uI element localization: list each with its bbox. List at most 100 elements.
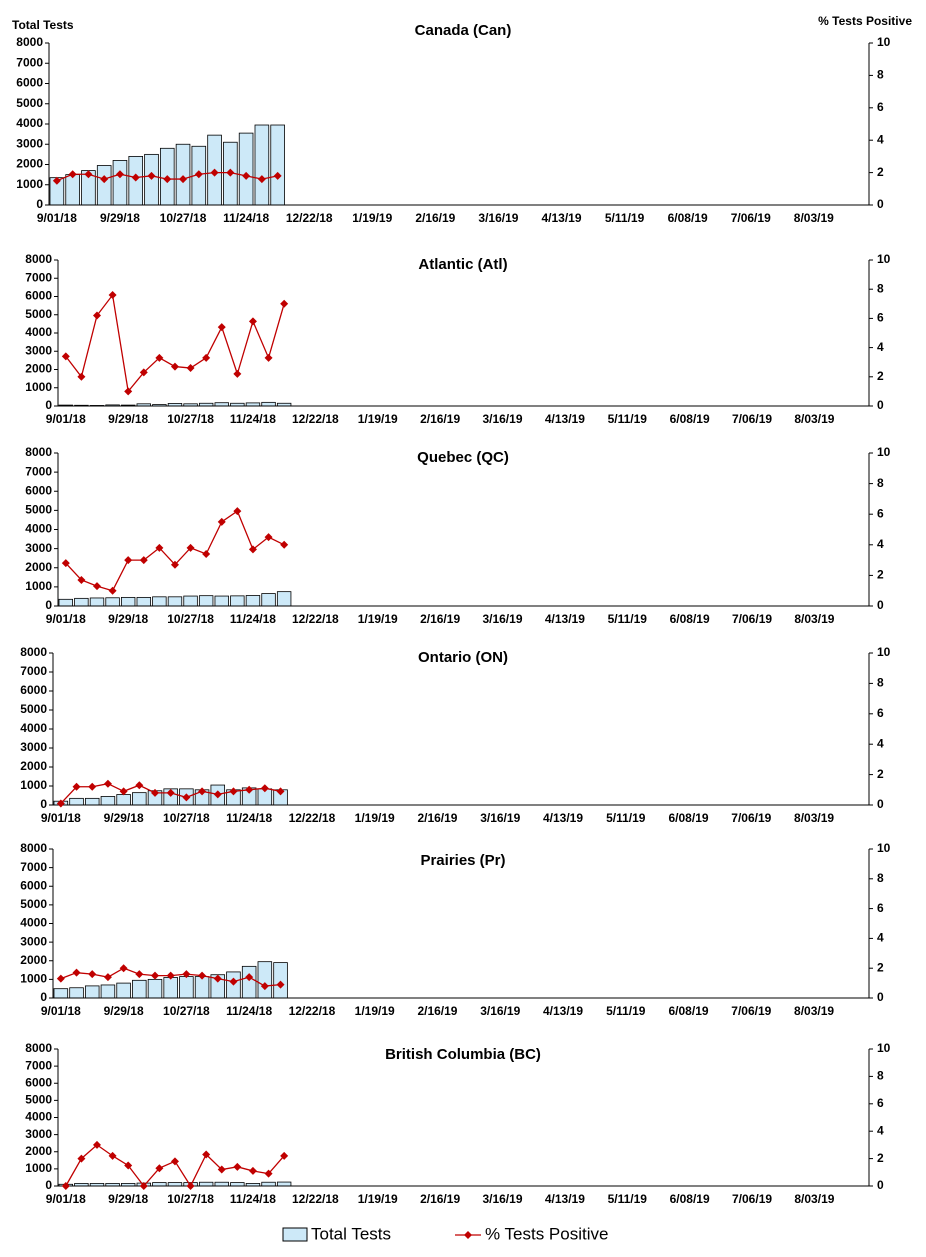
x-tick-label: 4/13/19	[545, 612, 585, 626]
y-tick-label: 4000	[25, 325, 52, 339]
bar	[58, 598, 73, 607]
marker	[264, 533, 273, 542]
marker	[233, 507, 242, 516]
marker	[210, 168, 219, 177]
marker	[77, 575, 86, 584]
marker	[108, 1151, 117, 1160]
y-tick-label: 2000	[20, 759, 47, 773]
x-tick-label: 9/01/18	[37, 211, 77, 225]
marker	[119, 964, 128, 973]
marker	[170, 560, 179, 569]
y2-tick-label: 8	[877, 68, 884, 82]
y-tick-label: 5000	[25, 1093, 52, 1107]
bar	[136, 596, 151, 607]
marker	[226, 168, 235, 177]
marker	[213, 974, 222, 983]
legend-label: Total Tests	[311, 1224, 391, 1243]
x-tick-label: 9/29/18	[104, 1004, 144, 1018]
y2-tick-label: 6	[877, 1096, 884, 1110]
x-tick-label: 3/16/19	[478, 211, 518, 225]
bar	[132, 792, 147, 806]
marker	[233, 1162, 242, 1171]
marker	[163, 175, 172, 184]
y2-tick-label: 2	[877, 369, 884, 383]
marker	[124, 1161, 133, 1170]
marker	[257, 175, 266, 184]
y2-tick-label: 8	[877, 281, 884, 295]
bar	[69, 987, 84, 999]
bar	[167, 1182, 183, 1187]
x-tick-label: 12/22/18	[289, 811, 336, 825]
x-tick-label: 3/16/19	[480, 811, 520, 825]
bar	[105, 597, 120, 607]
marker	[139, 368, 148, 377]
y2-tick-label: 4	[877, 736, 884, 750]
marker	[273, 171, 282, 180]
y2-tick-label: 4	[877, 931, 884, 945]
marker	[108, 291, 117, 300]
y-tick-label: 3000	[20, 740, 47, 754]
marker	[100, 175, 109, 184]
y-tick-label: 8000	[20, 645, 47, 659]
bar	[100, 796, 116, 806]
y-tick-label: 6000	[25, 289, 52, 303]
bar	[147, 978, 163, 999]
marker	[186, 364, 195, 373]
bar	[261, 1181, 276, 1187]
x-tick-label: 1/19/19	[355, 811, 395, 825]
x-tick-label: 4/13/19	[543, 1004, 583, 1018]
marker	[166, 788, 175, 797]
y-tick-label: 3000	[25, 343, 52, 357]
legend-marker	[464, 1231, 472, 1239]
y-tick-label: 0	[45, 398, 52, 412]
marker	[242, 171, 251, 180]
marker	[115, 170, 124, 179]
marker	[72, 968, 81, 977]
x-tick-label: 6/08/19	[669, 1004, 709, 1018]
bar	[53, 988, 69, 999]
y2-tick-label: 4	[877, 132, 884, 146]
marker	[276, 787, 285, 796]
marker	[52, 176, 61, 185]
y2-tick-label: 0	[877, 797, 884, 811]
bar	[230, 1182, 245, 1187]
bar	[214, 595, 229, 607]
y-tick-label: 6000	[25, 1075, 52, 1089]
bar	[65, 174, 80, 206]
marker	[77, 372, 86, 381]
marker	[182, 970, 191, 979]
marker	[166, 971, 175, 980]
x-tick-label: 9/29/18	[108, 612, 148, 626]
y2-tick-label: 8	[877, 871, 884, 885]
marker	[56, 974, 65, 983]
x-tick-label: 6/08/19	[668, 211, 708, 225]
bar	[84, 985, 100, 999]
y-tick-label: 0	[40, 990, 47, 1004]
marker	[182, 793, 191, 802]
marker	[92, 1140, 101, 1149]
y-tick-label: 6000	[16, 76, 43, 90]
marker	[245, 973, 254, 982]
marker	[147, 171, 156, 180]
marker	[202, 353, 211, 362]
y-tick-label: 0	[36, 197, 43, 211]
bar	[132, 979, 147, 999]
chart-title: British Columbia (BC)	[385, 1046, 541, 1063]
marker	[103, 779, 112, 788]
x-tick-label: 8/03/19	[794, 211, 834, 225]
x-tick-label: 10/27/18	[167, 412, 214, 426]
y-tick-label: 4000	[16, 116, 43, 130]
x-tick-label: 2/16/19	[417, 811, 457, 825]
chart-title: Ontario (ON)	[418, 649, 508, 666]
bar	[183, 595, 198, 607]
bar	[152, 596, 167, 607]
bar	[100, 984, 116, 999]
x-tick-label: 3/16/19	[480, 1004, 520, 1018]
y2-tick-label: 6	[877, 706, 884, 720]
bar	[273, 962, 288, 999]
marker	[248, 545, 257, 554]
marker	[155, 1164, 164, 1173]
x-tick-label: 4/13/19	[545, 412, 585, 426]
y-tick-label: 2000	[16, 157, 43, 171]
